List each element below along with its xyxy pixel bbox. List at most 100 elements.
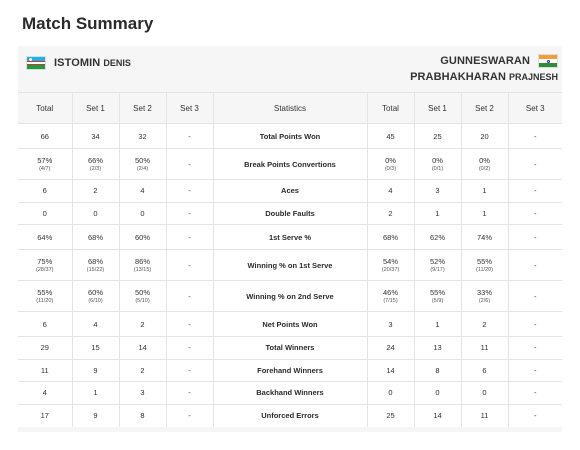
right-total-cell: 45 <box>367 123 414 149</box>
right-total-cell: 68% <box>367 224 414 250</box>
stat-value: 14 <box>386 365 395 375</box>
right-set2-cell: 0 <box>460 381 508 404</box>
stat-row: 66 34 32 - Total Points Won 45 25 20 - <box>18 123 562 149</box>
right-set3-cell: - <box>507 224 562 250</box>
left-set3-cell: - <box>165 179 213 202</box>
right-set2-cell: 1 <box>460 179 508 202</box>
left-set2-cell: 14 <box>118 336 166 359</box>
right-set3-cell: - <box>507 336 562 359</box>
right-set3-cell: - <box>507 403 562 427</box>
col-header-right-set3: Set 3 <box>507 92 562 124</box>
right-set3-cell: - <box>507 381 562 404</box>
player1-last-name[interactable]: ISTOMIN <box>54 57 101 69</box>
stat-fraction: (20/37) <box>381 267 400 273</box>
stat-value: - <box>534 232 537 242</box>
left-set1-cell: 34 <box>71 123 119 149</box>
stat-name: Winning % on 1st Serve <box>212 249 368 281</box>
col-header-right-set1: Set 1 <box>413 92 461 124</box>
stat-fraction: (0/3) <box>384 166 397 172</box>
stat-value: 62% <box>429 232 445 242</box>
stats-table: Total Set 1 Set 2 Set 3 Statistics Total… <box>18 92 562 427</box>
stat-value: 14 <box>433 411 442 420</box>
stat-row: 6 4 2 - Net Points Won 3 1 2 - <box>18 311 562 337</box>
stat-name: Forehand Winners <box>212 358 368 382</box>
player2-first-name[interactable]: PRAJNESH <box>508 72 558 82</box>
stat-value: 8 <box>140 411 145 420</box>
left-total-cell: 55% (11/20) <box>18 280 72 312</box>
right-set2-cell: 20 <box>460 123 508 149</box>
stat-value: - <box>188 343 191 353</box>
stat-name: Aces <box>212 179 368 202</box>
stat-value: 24 <box>386 343 395 353</box>
col-header-left-set2: Set 2 <box>118 92 166 124</box>
stat-value: 60% <box>87 288 103 297</box>
right-set3-cell: - <box>507 179 562 202</box>
right-set2-cell: 1 <box>460 201 508 225</box>
right-set1-cell: 14 <box>413 403 461 427</box>
left-set1-cell: 68% (15/22) <box>71 249 119 281</box>
stat-value: - <box>534 411 537 420</box>
stat-value: 68% <box>382 232 398 242</box>
player1-first-name[interactable]: DENIS <box>103 58 131 68</box>
stat-value: 15 <box>91 343 100 353</box>
left-set2-cell: 50% (2/4) <box>118 148 166 180</box>
stat-row: 29 15 14 - Total Winners 24 13 11 - <box>18 336 562 359</box>
header-row: Total Set 1 Set 2 Set 3 Statistics Total… <box>18 92 562 124</box>
right-set1-cell: 52% (9/17) <box>413 249 461 281</box>
right-set3-cell: - <box>507 249 562 281</box>
stat-value: 6 <box>482 365 487 375</box>
stat-value: - <box>188 131 191 141</box>
left-set3-cell: - <box>165 148 213 180</box>
stat-value: 0% <box>479 156 490 165</box>
stat-value: 0 <box>435 388 440 398</box>
stat-value: 4 <box>140 186 145 196</box>
right-set1-cell: 55% (5/9) <box>413 280 461 312</box>
stat-name: Unforced Errors <box>212 403 368 427</box>
stat-name: Total Winners <box>212 336 368 359</box>
stat-row: 64% 68% 60% - 1st Serve % 68% 62% 74% - <box>18 224 562 250</box>
left-set2-cell: 3 <box>118 381 166 404</box>
stat-value: - <box>188 411 191 420</box>
stat-value: 8 <box>435 365 440 375</box>
left-set3-cell: - <box>165 311 213 337</box>
stat-value: 2 <box>140 365 145 375</box>
stat-fraction: (15/22) <box>86 267 105 273</box>
stat-value: 0 <box>140 208 145 218</box>
right-set2-cell: 74% <box>460 224 508 250</box>
stat-value: 11 <box>40 365 49 375</box>
player2-header: GUNNESWARAN PRABHAKHARAN PRAJNESH <box>410 54 558 84</box>
stat-value: - <box>534 343 537 353</box>
stat-value: 0% <box>432 156 443 165</box>
left-total-cell: 11 <box>18 358 72 382</box>
right-total-cell: 54% (20/37) <box>367 249 414 281</box>
stat-value: - <box>534 131 537 141</box>
stat-value: 11 <box>480 411 489 420</box>
stat-value: 66% <box>87 156 103 165</box>
player2-last-name[interactable]: PRABHAKHARAN <box>410 71 506 83</box>
col-header-left-set1: Set 1 <box>71 92 119 124</box>
right-set1-cell: 0% (0/1) <box>413 148 461 180</box>
stat-value: 0 <box>42 208 47 218</box>
stat-value: - <box>188 186 191 196</box>
stat-fraction: (4/7) <box>39 166 51 172</box>
match-summary-card: ISTOMIN DENIS GUNNESWARAN PRABHAKHARAN P… <box>18 46 562 432</box>
right-set1-cell: 8 <box>413 358 461 382</box>
left-set1-cell: 68% <box>71 224 119 250</box>
right-set1-cell: 1 <box>413 201 461 225</box>
stat-row: 55% (11/20) 60% (6/10) 50% (5/10) - Winning % o… <box>18 280 562 312</box>
stat-value: 68% <box>87 232 103 242</box>
left-set1-cell: 2 <box>71 179 119 202</box>
right-set3-cell: - <box>507 311 562 337</box>
stat-value: 11 <box>480 343 489 353</box>
stat-value: 1 <box>93 388 98 398</box>
right-set1-cell: 13 <box>413 336 461 359</box>
left-set3-cell: - <box>165 249 213 281</box>
stat-value: 2 <box>482 319 487 329</box>
stat-fraction: (2/3) <box>89 166 102 172</box>
stat-fraction: (28/37) <box>36 267 54 273</box>
stat-value: - <box>534 291 537 301</box>
left-set2-cell: 86% (13/15) <box>118 249 166 281</box>
stat-value: - <box>188 159 191 169</box>
player2-name-line1[interactable]: GUNNESWARAN <box>440 55 530 67</box>
left-set1-cell: 66% (2/3) <box>71 148 119 180</box>
